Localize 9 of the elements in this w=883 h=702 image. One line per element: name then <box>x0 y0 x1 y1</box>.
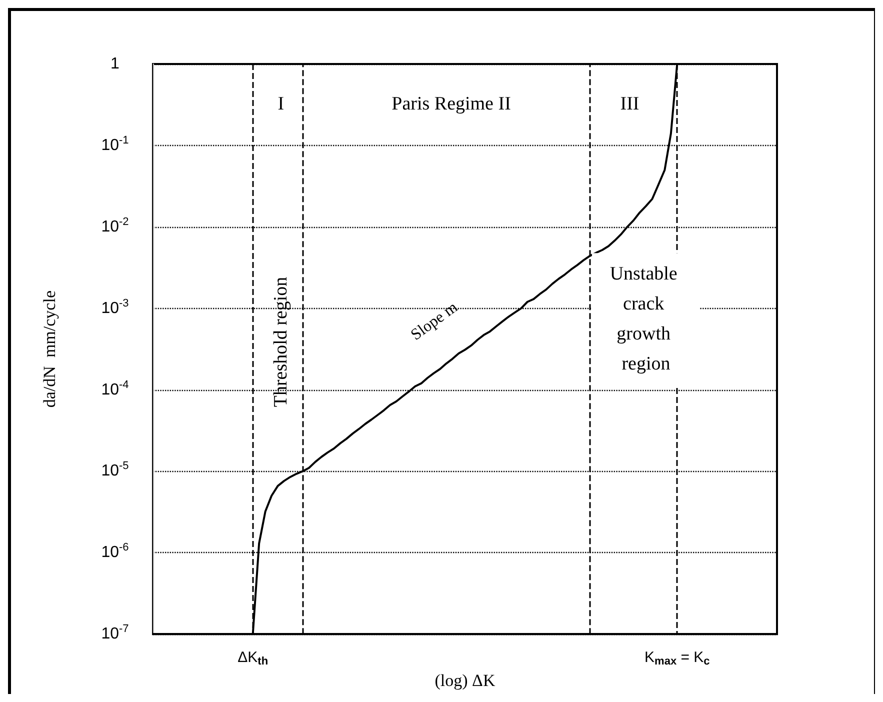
x-axis-title: (log) ΔK <box>434 671 496 690</box>
y-tick-label: 1 <box>110 56 120 72</box>
annotation: I <box>278 94 284 115</box>
annotation: Unstable crack growth region <box>610 264 682 375</box>
y-axis-title: da/dN mm/cycle <box>40 290 59 408</box>
annotation: Slope m <box>408 298 462 344</box>
annotation: Paris Regime II <box>392 94 511 115</box>
annotation: Threshold region <box>270 276 292 408</box>
annotation: III <box>620 94 640 115</box>
